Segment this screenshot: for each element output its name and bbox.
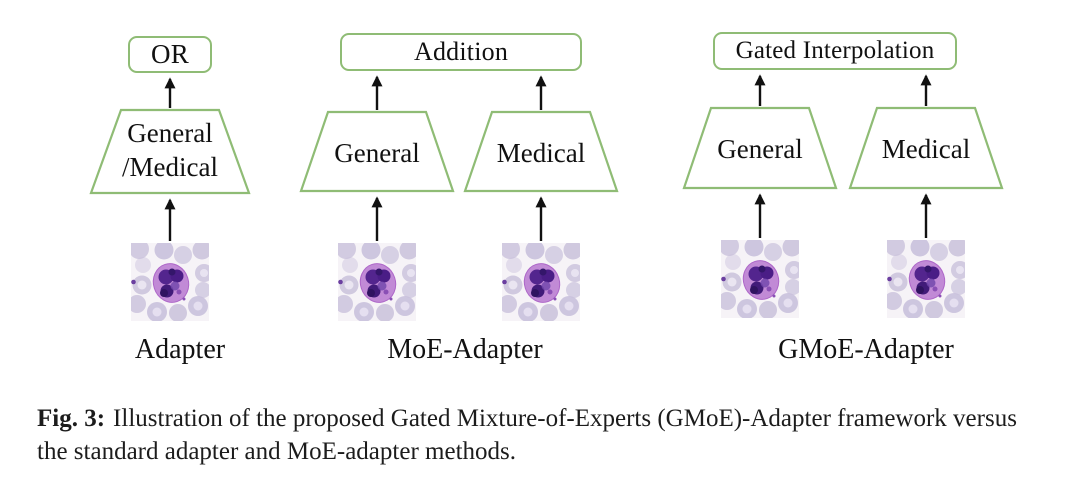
caption-text: Illustration of the proposed Gated Mixtu… xyxy=(37,405,1017,465)
cell-image xyxy=(721,240,799,318)
expert-label-gmoe-general: General xyxy=(680,132,840,166)
expert-label-line: General xyxy=(717,134,803,164)
trapezoid-moe-medical xyxy=(463,110,619,193)
cell-image xyxy=(502,243,580,321)
output-box-or: OR xyxy=(128,36,212,73)
trapezoid-moe-general xyxy=(299,110,455,193)
output-box-gated-interpolation: Gated Interpolation xyxy=(713,32,957,70)
cell-image xyxy=(131,243,209,321)
trapezoid-gmoe-general xyxy=(682,106,838,190)
expert-label-line: /Medical xyxy=(122,152,218,182)
group-label-adapter: Adapter xyxy=(134,334,226,365)
expert-label-line: Medical xyxy=(496,138,586,168)
expert-label-line: General xyxy=(334,138,420,168)
trapezoid-general-medical xyxy=(89,108,251,195)
trapezoid-gmoe-medical xyxy=(848,106,1004,190)
group-label-moe-adapter: MoE-Adapter xyxy=(387,334,543,365)
caption-figure-number: Fig. 3: xyxy=(37,405,106,432)
expert-label-line: General xyxy=(127,118,213,148)
cell-image xyxy=(338,243,416,321)
expert-label-moe-general: General xyxy=(297,136,457,170)
expert-label-gmoe-medical: Medical xyxy=(846,132,1006,166)
figure-caption: Fig. 3: Illustration of the proposed Gate… xyxy=(37,402,1043,468)
expert-label-general-medical: General /Medical xyxy=(90,116,250,184)
cell-image xyxy=(887,240,965,318)
output-box-addition: Addition xyxy=(340,33,582,71)
expert-label-line: Medical xyxy=(881,134,971,164)
expert-label-moe-medical: Medical xyxy=(461,136,621,170)
group-label-gmoe-adapter: GMoE-Adapter xyxy=(778,334,954,365)
